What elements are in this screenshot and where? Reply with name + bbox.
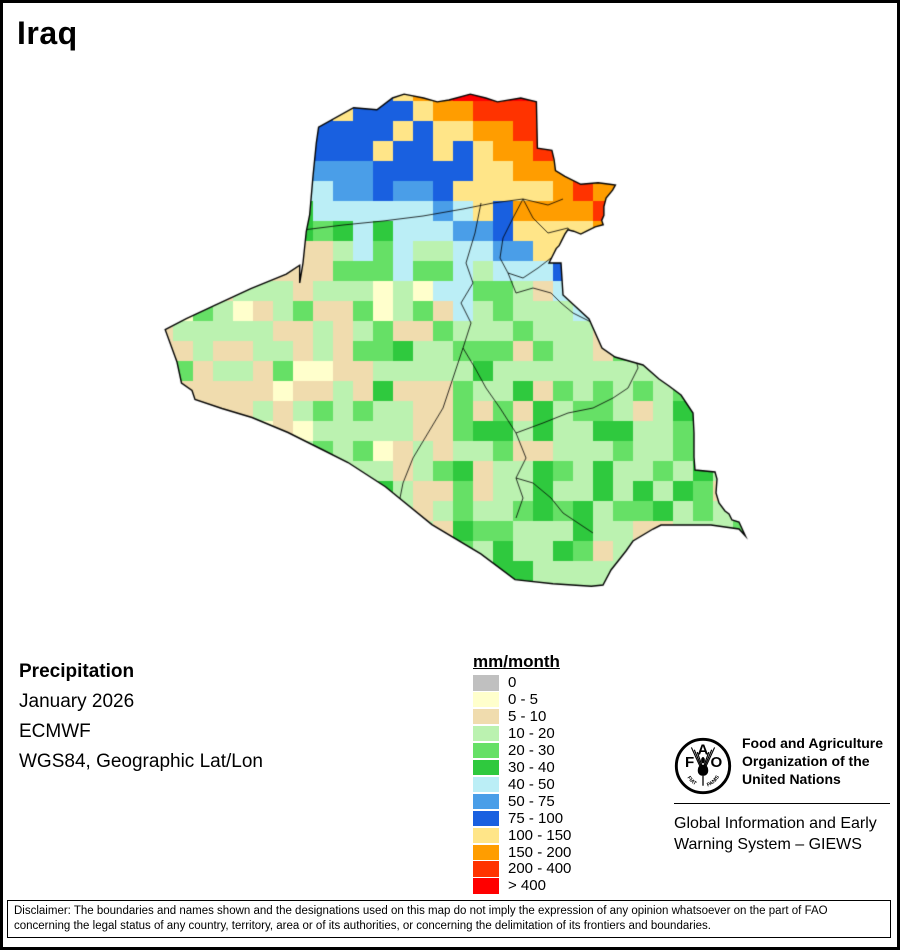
svg-text:F: F bbox=[685, 754, 694, 771]
svg-text:A: A bbox=[698, 741, 709, 758]
svg-text:O: O bbox=[710, 754, 722, 771]
svg-text:FIAT: FIAT bbox=[686, 775, 698, 787]
